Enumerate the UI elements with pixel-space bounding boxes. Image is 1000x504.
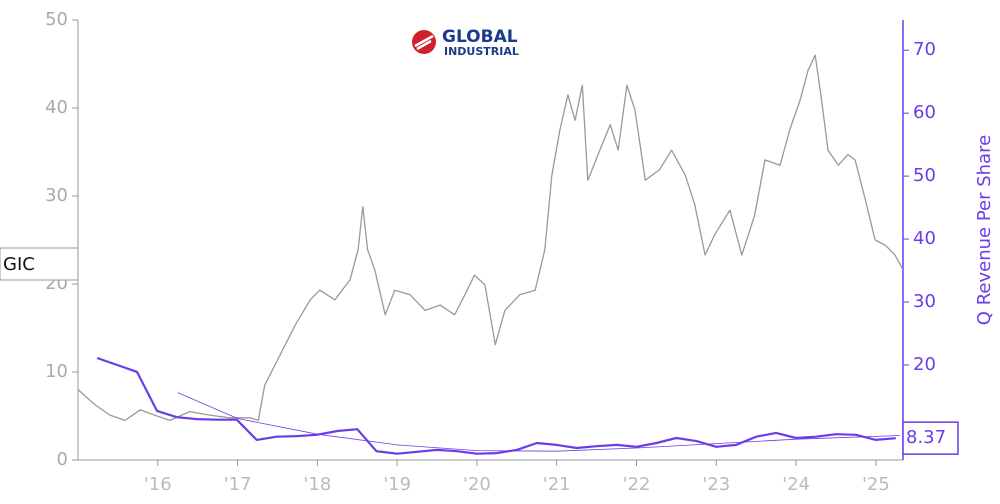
logo-icon-mark [414, 34, 434, 51]
series-label-box [0, 247, 79, 281]
x-tick-label: '23 [702, 474, 730, 495]
logo-text: INDUSTRIAL [444, 45, 519, 58]
x-tick-label: '24 [782, 474, 810, 495]
y2-tick-label: 20 [913, 354, 936, 375]
y2-tick-label: 70 [913, 39, 936, 60]
y-tick-label: 30 [45, 185, 68, 206]
logo-text: GLOBAL [442, 27, 518, 47]
y2-axis-label: Q Revenue Per Share [974, 135, 995, 325]
y-tick-label: 50 [45, 9, 68, 30]
last-value-box [902, 421, 959, 455]
y-tick-label: 10 [45, 361, 68, 382]
x-tick-label: '16 [144, 474, 172, 495]
y2-tick-label: 50 [913, 165, 936, 186]
y-tick-label: 0 [57, 449, 68, 470]
y2-tick-label: 30 [913, 291, 936, 312]
y-tick-label: 40 [45, 97, 68, 118]
series-label: GIC [3, 254, 35, 275]
logo: GLOBAL INDUSTRIAL [412, 27, 519, 58]
x-tick-label: '22 [623, 474, 651, 495]
x-tick-label: '25 [862, 474, 890, 495]
x-tick-label: '21 [543, 474, 571, 495]
x-tick-label: '18 [303, 474, 331, 495]
y2-tick-label: 40 [913, 228, 936, 249]
x-tick-label: '17 [224, 474, 252, 495]
series-line [77, 54, 903, 422]
last-value-label: 8.37 [906, 427, 946, 448]
x-tick-label: '19 [383, 474, 411, 495]
series-line [177, 392, 900, 452]
series-line [96, 356, 896, 455]
y2-tick-label: 60 [913, 102, 936, 123]
x-tick-label: '20 [463, 474, 491, 495]
